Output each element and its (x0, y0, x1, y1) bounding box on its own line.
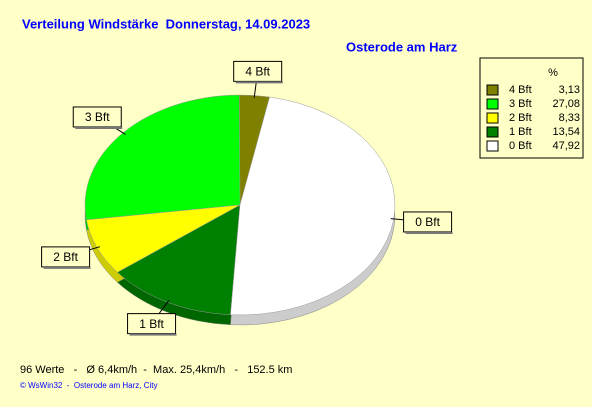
legend-swatch (486, 84, 499, 96)
legend: 4 Bft 3,13 3 Bft 27,08 2 Bft 8,33 1 Bft 13,54 0 … (486, 84, 580, 152)
legend-label: 4 Bft (509, 84, 532, 96)
chart-title: Verteilung Windstärke Donnerstag, 14.09.… (22, 16, 310, 31)
slice-label: 2 Bft (53, 250, 78, 264)
legend-value: 3,13 (559, 84, 580, 96)
legend-swatch (486, 140, 499, 152)
slice-label: 1 Bft (139, 317, 164, 331)
legend-swatch (486, 126, 499, 138)
chart-subtitle: Osterode am Harz (346, 39, 458, 54)
legend-value: 27,08 (552, 98, 580, 110)
legend-label: 2 Bft (509, 112, 532, 124)
legend-value: 8,33 (559, 112, 580, 124)
credit: © WsWin32 - Osterode am Harz, City (20, 381, 157, 390)
legend-header: % (548, 67, 558, 79)
legend-label: 1 Bft (509, 126, 532, 138)
legend-label: 0 Bft (509, 140, 532, 152)
footer: 96 Werte - Ø 6,4km/h - Max. 25,4km/h - 1… (20, 364, 292, 376)
legend-value: 47,92 (552, 140, 580, 152)
legend-swatch (486, 112, 499, 124)
legend-swatch (486, 98, 499, 110)
legend-value: 13,54 (552, 126, 580, 138)
slice-label: 4 Bft (245, 65, 270, 79)
legend-label: 3 Bft (509, 98, 532, 110)
slice-label: 3 Bft (85, 110, 110, 124)
slice-label: 0 Bft (415, 215, 440, 229)
pie: 4 Bft 3 Bft 2 Bft 1 Bft 0 Bft (41, 60, 453, 336)
